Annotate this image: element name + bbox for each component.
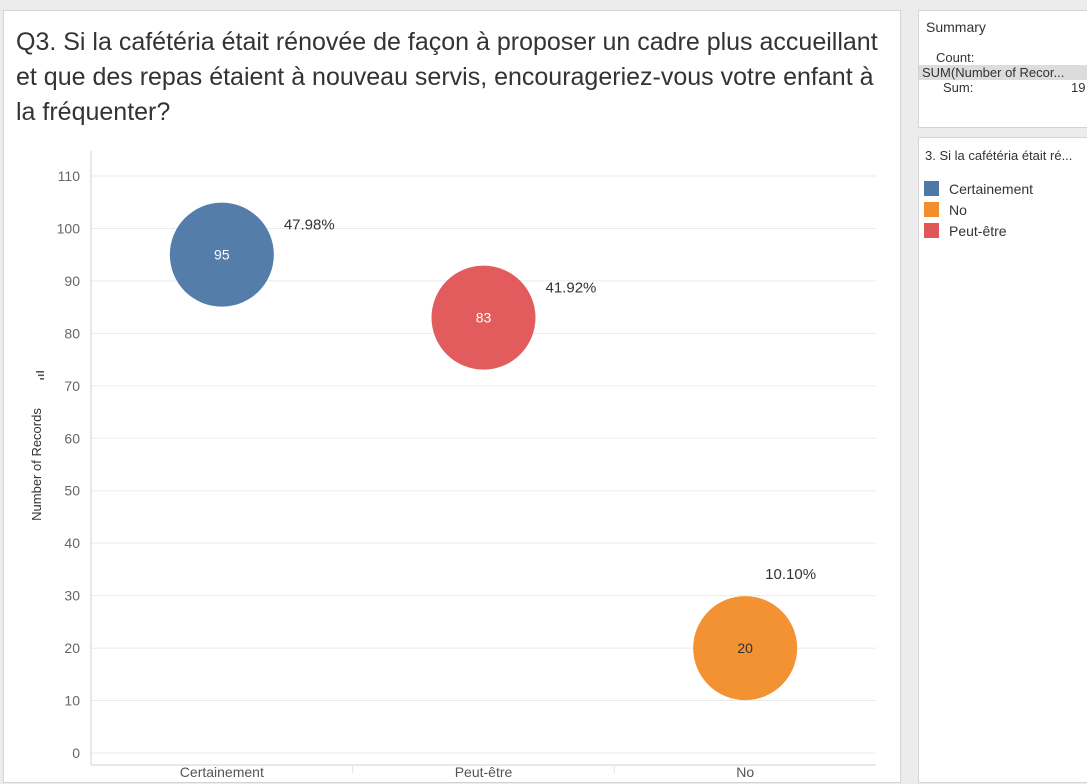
sort-icon-bar xyxy=(40,378,44,380)
bubble-percent-label: 41.92% xyxy=(546,280,597,297)
summary-sum-field-label: SUM(Number of Recor... xyxy=(922,65,1065,80)
y-tick-label: 110 xyxy=(58,168,81,184)
bubble-chart: 0 10 20 30 40 50 60 70 80 90 100 110 Number of Recor… xyxy=(29,151,876,780)
y-tick-label: 10 xyxy=(64,693,80,709)
chart-panel: Q3. Si la cafétéria était rénovée de faç… xyxy=(3,10,901,783)
y-tick-label: 80 xyxy=(64,325,80,341)
bubble-percent-label: 47.98% xyxy=(284,217,335,234)
y-tick-label: 50 xyxy=(64,483,80,499)
sort-icon-bar xyxy=(38,374,44,377)
sort-icon xyxy=(36,371,44,373)
bubble-value-label: 83 xyxy=(476,310,492,326)
bubble-value-label: 20 xyxy=(737,640,753,656)
summary-sum-value: 19 xyxy=(1071,80,1086,95)
legend-label: Peut-être xyxy=(949,223,1007,239)
bubble-2 xyxy=(693,596,798,701)
summary-sum-row: Sum: 19 xyxy=(919,80,1087,95)
legend-swatch xyxy=(924,223,939,238)
y-axis-title: Number of Records xyxy=(29,408,44,521)
x-tick-label: Certainement xyxy=(180,764,264,780)
summary-sum-label: Sum: xyxy=(943,80,974,95)
summary-title: Summary xyxy=(926,19,986,35)
y-tick-label: 100 xyxy=(57,220,81,236)
y-tick-label: 70 xyxy=(64,378,80,394)
bubble-1 xyxy=(431,265,536,370)
y-tick-label: 30 xyxy=(64,588,80,604)
legend-label: No xyxy=(949,202,967,218)
legend-swatch xyxy=(924,181,939,196)
summary-count-label: Count: xyxy=(936,50,975,65)
legend-swatch xyxy=(924,202,939,217)
x-tick-label: No xyxy=(736,764,754,780)
bubble-percent-label: 10.10% xyxy=(765,566,816,583)
legend-title: 3. Si la cafétéria était ré... xyxy=(925,148,1073,163)
summary-count-row: Count: xyxy=(919,50,1087,65)
summary-sum-field-row: SUM(Number of Recor... xyxy=(919,65,1087,80)
bubble-0 xyxy=(169,202,274,307)
y-tick-label: 90 xyxy=(64,273,80,289)
y-tick-label: 60 xyxy=(64,430,80,446)
x-tick-label: Peut-être xyxy=(455,764,513,780)
chart-title: Q3. Si la cafétéria était rénovée de faç… xyxy=(16,28,878,126)
bubble-value-label: 95 xyxy=(214,247,230,263)
y-tick-label: 20 xyxy=(64,640,80,656)
summary-card: Summary Count: SUM(Number of Recor... Su… xyxy=(918,10,1087,128)
legend-card: 3. Si la cafétéria était ré... Certainem… xyxy=(918,137,1087,783)
legend-label: Certainement xyxy=(949,181,1034,197)
y-tick-label: 0 xyxy=(72,745,80,761)
y-tick-label: 40 xyxy=(64,535,80,551)
